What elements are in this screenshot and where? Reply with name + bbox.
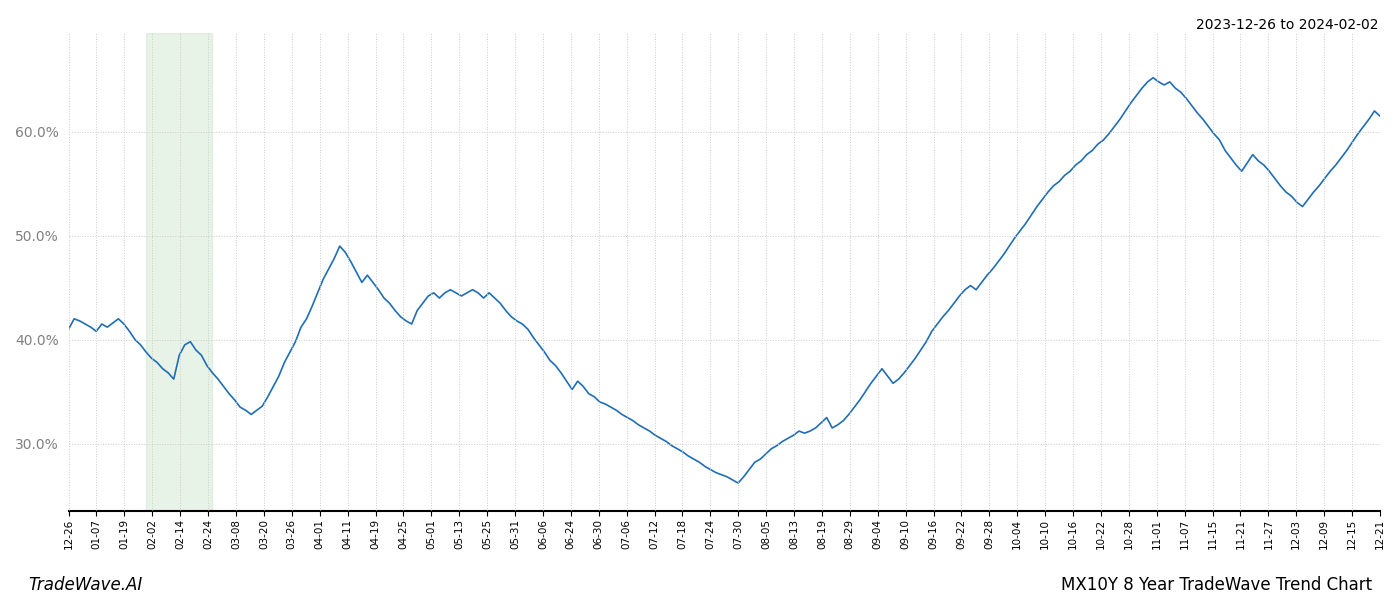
Text: TradeWave.AI: TradeWave.AI [28, 576, 143, 594]
Bar [146, 33, 213, 511]
Text: 2023-12-26 to 2024-02-02: 2023-12-26 to 2024-02-02 [1197, 18, 1379, 32]
Text: MX10Y 8 Year TradeWave Trend Chart: MX10Y 8 Year TradeWave Trend Chart [1061, 576, 1372, 594]
